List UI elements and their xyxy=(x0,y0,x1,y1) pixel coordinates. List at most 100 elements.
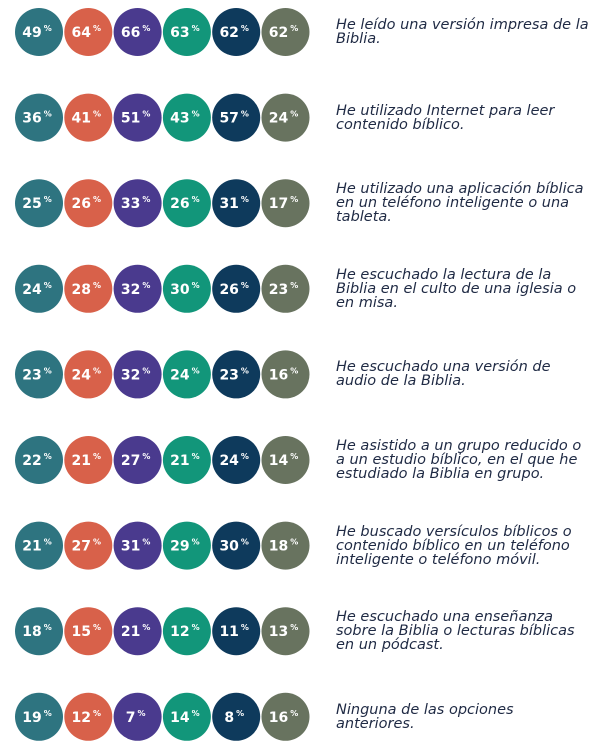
unit: % xyxy=(192,24,200,33)
value-label: 63% xyxy=(170,24,200,41)
value: 30 xyxy=(219,539,239,555)
bubble xyxy=(15,692,63,741)
bubble xyxy=(212,350,261,399)
bubble xyxy=(64,93,113,142)
value-label: 43% xyxy=(170,110,200,127)
value-label: 7% xyxy=(126,709,146,726)
bubble xyxy=(261,521,310,570)
value: 11 xyxy=(219,624,238,640)
value-label: 26% xyxy=(170,195,200,212)
unit: % xyxy=(137,709,145,718)
bubble xyxy=(212,264,261,313)
value-label: 18% xyxy=(22,623,52,640)
value: 33 xyxy=(121,196,140,212)
value: 18 xyxy=(269,539,288,555)
value: 25 xyxy=(22,196,41,212)
value: 26 xyxy=(219,282,238,298)
unit: % xyxy=(44,538,52,547)
unit: % xyxy=(236,709,244,718)
value-label: 12% xyxy=(170,623,200,640)
value-label: 41% xyxy=(72,110,102,127)
value: 62 xyxy=(269,25,288,41)
value: 12 xyxy=(170,624,189,640)
unit: % xyxy=(290,623,298,632)
bubble xyxy=(212,179,261,228)
row-label: He utilizado Internet para leer contenid… xyxy=(336,102,555,133)
value-label: 26% xyxy=(219,281,249,298)
value: 26 xyxy=(72,196,91,212)
value: 21 xyxy=(22,539,41,555)
unit: % xyxy=(241,452,249,461)
bubble xyxy=(64,350,113,399)
unit: % xyxy=(142,24,150,33)
bubble xyxy=(113,350,162,399)
value: 14 xyxy=(170,710,190,726)
bubble xyxy=(261,692,310,741)
unit: % xyxy=(192,538,200,547)
value-label: 25% xyxy=(22,195,52,212)
bubble xyxy=(162,8,211,56)
value-label: 22% xyxy=(22,452,52,469)
value-label: 66% xyxy=(121,24,151,41)
value-label: 23% xyxy=(269,281,299,298)
value: 16 xyxy=(269,367,288,383)
bubble xyxy=(15,264,63,313)
value: 41 xyxy=(72,111,91,127)
row-label: He utilizado una aplicación bíblica en u… xyxy=(336,181,584,226)
value: 28 xyxy=(72,282,91,298)
bubble xyxy=(212,607,261,656)
unit: % xyxy=(192,709,200,718)
bubble xyxy=(162,350,211,399)
value: 63 xyxy=(170,25,189,41)
value: 31 xyxy=(121,539,140,555)
value-label: 14% xyxy=(170,709,200,726)
unit: % xyxy=(142,366,150,375)
value-label: 18% xyxy=(269,538,299,555)
value: 22 xyxy=(22,453,41,469)
value-label: 31% xyxy=(219,195,249,212)
unit: % xyxy=(142,452,150,461)
value: 8 xyxy=(224,710,234,726)
unit: % xyxy=(44,623,52,632)
bubble xyxy=(113,264,162,313)
value: 24 xyxy=(219,453,239,469)
bubble xyxy=(162,692,211,741)
unit: % xyxy=(93,110,101,119)
unit: % xyxy=(290,110,298,119)
value: 7 xyxy=(126,710,136,726)
bubble xyxy=(15,521,63,570)
bubble xyxy=(261,264,310,313)
unit: % xyxy=(142,195,150,204)
value: 32 xyxy=(121,282,140,298)
value: 24 xyxy=(72,367,92,383)
value: 23 xyxy=(269,282,288,298)
unit: % xyxy=(93,281,101,290)
bubble xyxy=(261,179,310,228)
value-label: 30% xyxy=(219,538,249,555)
unit: % xyxy=(44,366,52,375)
value: 51 xyxy=(121,111,140,127)
bubble xyxy=(64,692,113,741)
unit: % xyxy=(241,281,249,290)
value-label: 11% xyxy=(219,623,249,640)
unit: % xyxy=(44,452,52,461)
bubble xyxy=(113,692,162,741)
value: 15 xyxy=(72,624,91,640)
bubble xyxy=(113,179,162,228)
row-label: He buscado versículos bíblicos o conteni… xyxy=(336,523,572,568)
unit: % xyxy=(93,24,101,33)
value-label: 21% xyxy=(170,452,200,469)
bubble xyxy=(162,436,211,484)
value: 64 xyxy=(72,25,92,41)
value: 21 xyxy=(72,453,91,469)
bubble xyxy=(261,8,310,56)
bubble xyxy=(64,264,113,313)
value-label: 28% xyxy=(72,281,102,298)
value: 57 xyxy=(219,111,238,127)
value-label: 12% xyxy=(72,709,102,726)
unit: % xyxy=(93,452,101,461)
value-label: 14% xyxy=(269,452,299,469)
unit: % xyxy=(142,538,150,547)
bubble xyxy=(15,93,63,142)
